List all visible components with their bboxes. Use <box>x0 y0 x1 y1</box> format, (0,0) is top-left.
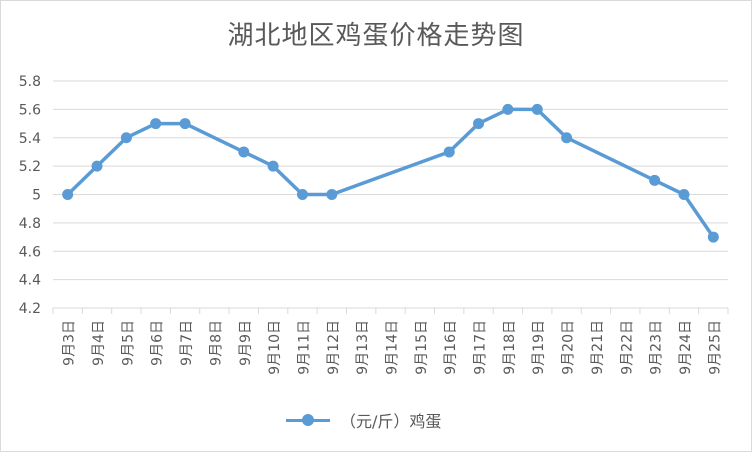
y-tick-label: 5 <box>32 188 41 204</box>
x-tick-label: 9月7日 <box>179 320 195 366</box>
data-point <box>238 146 250 158</box>
x-tick-label: 9月18日 <box>502 320 518 375</box>
x-tick-label: 9月9日 <box>238 320 254 366</box>
data-point <box>296 189 308 200</box>
x-tick-label: 9月23日 <box>649 320 665 375</box>
y-tick-label: 4.2 <box>19 301 41 317</box>
x-tick-label: 9月22日 <box>619 320 635 375</box>
y-tick-label: 4.4 <box>19 273 41 289</box>
x-tick-label: 9月16日 <box>443 320 459 375</box>
x-tick-label: 9月6日 <box>150 320 166 366</box>
y-tick-label: 5.4 <box>19 131 41 147</box>
data-point <box>120 132 132 144</box>
series-line <box>65 107 716 239</box>
x-tick-label: 9月21日 <box>590 320 606 375</box>
x-tick-label: 9月14日 <box>385 320 401 375</box>
data-point <box>649 174 661 186</box>
x-tick-label: 9月3日 <box>62 320 78 366</box>
y-tick-label: 5.6 <box>19 102 41 118</box>
legend: （元/斤）鸡蛋 <box>286 407 441 433</box>
y-tick-label: 4.6 <box>19 244 41 260</box>
y-tick-label: 5.8 <box>19 74 41 90</box>
data-point <box>531 103 543 115</box>
x-tick-label: 9月25日 <box>707 320 723 375</box>
data-point <box>678 189 690 200</box>
data-point <box>502 103 514 115</box>
x-tick-label: 9月5日 <box>120 320 136 366</box>
data-point <box>179 118 191 130</box>
data-point <box>91 160 103 172</box>
y-tick-label: 5.2 <box>19 159 41 175</box>
x-tick-label: 9月24日 <box>678 320 694 375</box>
x-tick-label: 9月11日 <box>296 320 312 375</box>
x-tick-label: 9月19日 <box>531 320 547 375</box>
data-point <box>443 146 455 158</box>
legend-marker-icon <box>286 410 330 430</box>
data-point <box>326 189 338 200</box>
x-tick-label: 9月17日 <box>473 320 489 375</box>
x-tick-label: 9月13日 <box>355 320 371 375</box>
legend-label: （元/斤）鸡蛋 <box>340 412 442 431</box>
data-point <box>267 160 279 172</box>
data-point <box>473 118 485 130</box>
data-point <box>150 118 162 130</box>
x-tick-label: 9月12日 <box>326 320 342 375</box>
x-tick-label: 9月20日 <box>561 320 577 375</box>
x-tick-label: 9月15日 <box>414 320 430 375</box>
x-tick-label: 9月8日 <box>208 320 224 366</box>
x-tick-label: 9月10日 <box>267 320 283 375</box>
y-tick-label: 4.8 <box>19 216 41 232</box>
data-point <box>561 132 573 144</box>
data-point <box>62 189 74 200</box>
data-point <box>707 231 719 243</box>
x-tick-label: 9月4日 <box>91 320 107 366</box>
chart-title: 湖北地区鸡蛋价格走势图 <box>227 21 525 51</box>
